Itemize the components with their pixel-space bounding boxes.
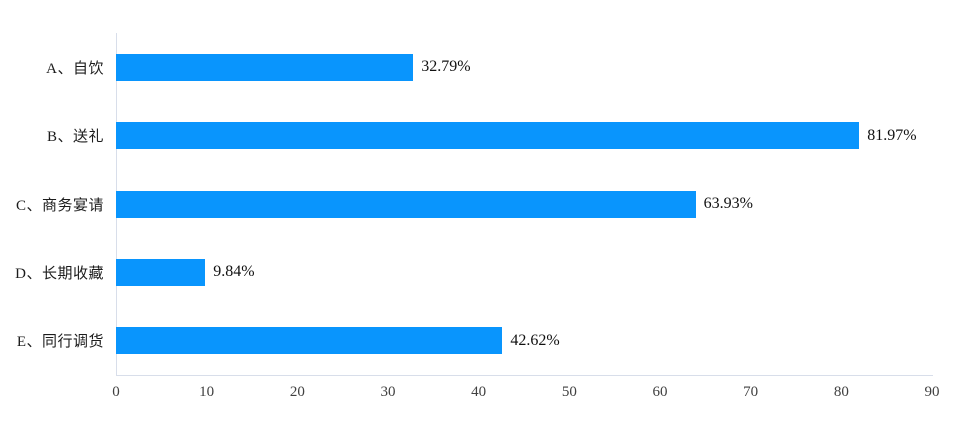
x-tick-label: 0 (112, 384, 120, 400)
category-label: C、商务宴请 (15, 197, 104, 214)
x-tick-label: 50 (561, 384, 577, 400)
x-tick-label: 30 (380, 384, 396, 400)
x-tick-label: 70 (743, 384, 759, 400)
x-axis-line (116, 375, 933, 376)
bar-area: 42.62% (116, 327, 932, 355)
value-label: 9.84% (213, 263, 255, 281)
bar (116, 258, 206, 286)
x-tick-label: 40 (471, 384, 487, 400)
bar-row: D、长期收藏 9.84% (0, 238, 960, 306)
x-tick-label: 90 (924, 384, 940, 400)
x-tick-label: 10 (199, 384, 215, 400)
value-label: 32.79% (421, 58, 471, 76)
bar-rows: A、自饮 32.79% B、送礼 81.97% C、商务宴请 63.93% D、长期收藏 9.… (0, 33, 960, 375)
bar (116, 327, 503, 355)
value-label: 63.93% (703, 195, 753, 213)
bar-row: E、同行调货 42.62% (0, 307, 960, 375)
bar-row: C、商务宴请 63.93% (0, 170, 960, 238)
bar-row: A、自饮 32.79% (0, 33, 960, 101)
category-label: E、同行调货 (16, 334, 104, 351)
bar-area: 63.93% (116, 190, 932, 218)
bar-area: 9.84% (116, 258, 932, 286)
category-label: B、送礼 (46, 129, 104, 146)
bar (116, 53, 414, 81)
bar-area: 32.79% (116, 53, 932, 81)
x-tick-label: 20 (289, 384, 305, 400)
bar-area: 81.97% (116, 122, 932, 150)
bar (116, 122, 860, 150)
category-label: D、长期收藏 (15, 265, 104, 282)
bar (116, 190, 696, 218)
x-tick-label: 80 (833, 384, 849, 400)
x-axis-tick-labels: 0 10 20 30 40 50 60 70 80 90 (112, 384, 939, 406)
category-label: A、自饮 (46, 60, 104, 77)
bar-row: B、送礼 81.97% (0, 101, 960, 169)
value-label: 81.97% (867, 126, 917, 144)
value-label: 42.62% (510, 331, 560, 349)
x-tick-label: 60 (652, 384, 668, 400)
